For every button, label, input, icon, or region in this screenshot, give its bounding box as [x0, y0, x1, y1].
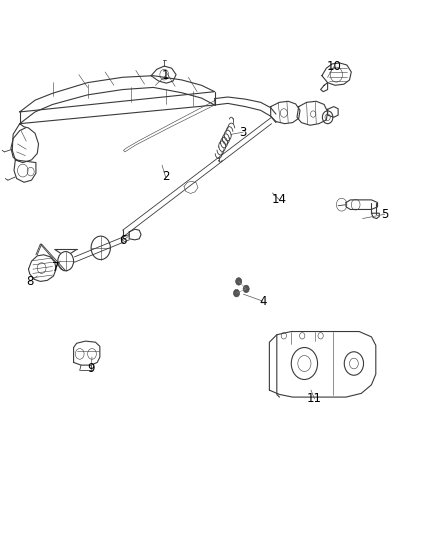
Text: 10: 10 [326, 60, 341, 73]
Text: 11: 11 [307, 392, 322, 405]
Text: 3: 3 [240, 126, 247, 139]
Text: 1: 1 [162, 69, 170, 82]
Text: 6: 6 [119, 235, 127, 247]
Text: 8: 8 [26, 275, 33, 288]
Text: 14: 14 [272, 193, 287, 206]
Text: 9: 9 [87, 362, 95, 375]
Text: 4: 4 [259, 295, 267, 308]
Text: 7: 7 [52, 261, 60, 274]
Circle shape [243, 285, 249, 293]
Text: 2: 2 [162, 171, 170, 183]
Text: 5: 5 [381, 208, 388, 221]
Circle shape [233, 289, 240, 297]
Circle shape [236, 278, 242, 285]
